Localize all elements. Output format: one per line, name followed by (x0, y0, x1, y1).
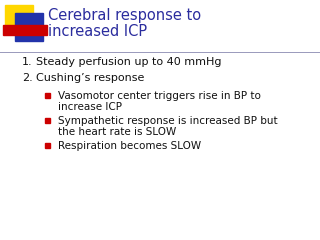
Bar (45, 93, 50, 98)
Text: 1.: 1. (22, 57, 33, 67)
Bar (3, 25, 47, 35)
Text: increase ICP: increase ICP (58, 102, 122, 112)
Bar (15, 13, 43, 41)
Text: the heart rate is SLOW: the heart rate is SLOW (58, 127, 176, 137)
Bar (45, 118, 50, 123)
Text: Respiration becomes SLOW: Respiration becomes SLOW (58, 141, 201, 151)
Text: Vasomotor center triggers rise in BP to: Vasomotor center triggers rise in BP to (58, 91, 261, 101)
Text: Cerebral response to: Cerebral response to (48, 8, 201, 23)
Bar (5, 5, 33, 33)
Text: Cushing’s response: Cushing’s response (36, 73, 144, 83)
Text: Sympathetic response is increased BP but: Sympathetic response is increased BP but (58, 116, 278, 126)
Bar (45, 143, 50, 148)
Text: 2.: 2. (22, 73, 33, 83)
Text: Steady perfusion up to 40 mmHg: Steady perfusion up to 40 mmHg (36, 57, 221, 67)
Text: increased ICP: increased ICP (48, 24, 147, 39)
